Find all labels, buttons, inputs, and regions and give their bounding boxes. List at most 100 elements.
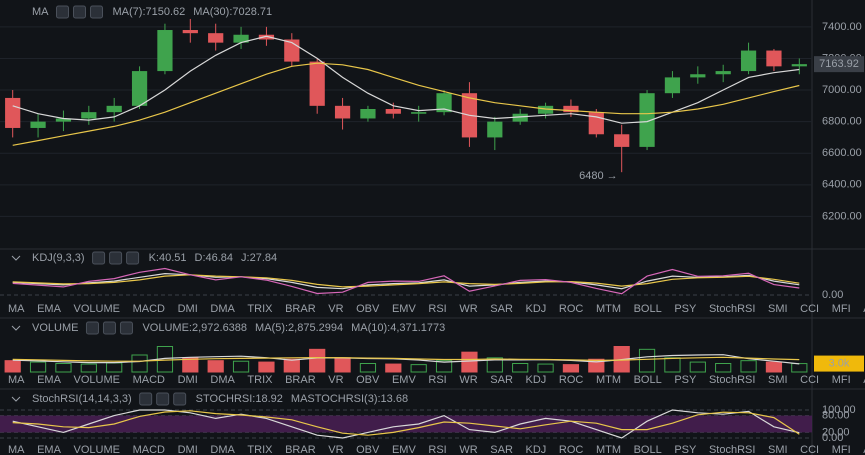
panel-title: KDJ(9,3,3) (32, 252, 85, 264)
header-icon[interactable] (156, 392, 170, 406)
indicator-tab[interactable]: MA (8, 444, 25, 455)
indicator-tab[interactable]: ATR (863, 303, 865, 315)
header-icon[interactable] (56, 5, 69, 19)
indicator-tab[interactable]: DMA (210, 374, 235, 386)
indicator-tab[interactable]: MA (8, 374, 25, 386)
candle-body (385, 108, 401, 114)
indicator-tab[interactable]: BOLL (634, 374, 662, 386)
indicator-tab[interactable]: BOLL (634, 303, 662, 315)
candle-body (639, 93, 655, 147)
indicator-tab[interactable]: DMA (210, 444, 235, 455)
indicator-tab[interactable]: CCI (800, 374, 819, 386)
indicator-tab[interactable]: MTM (596, 303, 621, 315)
price-badge (814, 56, 864, 73)
indicator-tab[interactable]: MA (8, 303, 25, 315)
indicator-tab[interactable]: SMI (768, 374, 788, 386)
indicator-tab[interactable]: PSY (674, 374, 697, 386)
indicator-tab[interactable]: KDJ (526, 444, 547, 455)
indicator-tab[interactable]: BRAR (285, 303, 316, 315)
indicator-tab[interactable]: PSY (674, 444, 697, 455)
indicator-tab[interactable]: WR (459, 444, 477, 455)
indicator-tab[interactable]: MACD (133, 374, 165, 386)
indicator-tab[interactable]: RSI (428, 303, 446, 315)
indicator-tab[interactable]: SAR (490, 303, 513, 315)
y-tick-label: 7000.00 (822, 84, 862, 96)
indicator-tab[interactable]: EMV (392, 303, 417, 315)
legend-entry: MA(5):2,875.2994 (255, 322, 343, 334)
header-icon[interactable] (73, 5, 86, 19)
indicator-tab[interactable]: KDJ (526, 303, 547, 315)
y-tick-label: 80.00 (822, 410, 850, 422)
indicator-tab[interactable]: DMI (178, 303, 198, 315)
indicator-line (12, 356, 800, 362)
header-icon[interactable] (109, 251, 123, 265)
indicator-tab[interactable]: BRAR (285, 444, 316, 455)
indicator-tab[interactable]: BRAR (285, 374, 316, 386)
indicator-tab[interactable]: TRIX (247, 444, 273, 455)
header-icon[interactable] (173, 392, 187, 406)
indicator-tab[interactable]: MTM (596, 374, 621, 386)
indicator-tab[interactable]: EMA (37, 303, 62, 315)
indicator-tab[interactable]: TRIX (247, 303, 273, 315)
volume-bar (486, 357, 503, 373)
indicator-tab[interactable]: ROC (559, 303, 584, 315)
indicator-tab[interactable]: VOLUME (74, 444, 120, 455)
indicator-tab[interactable]: ATR (863, 444, 865, 455)
indicator-tab[interactable]: MTM (596, 444, 621, 455)
indicator-tab[interactable]: VOLUME (74, 303, 120, 315)
indicator-tab[interactable]: CCI (800, 303, 819, 315)
indicator-tab[interactable]: ATR (863, 374, 865, 386)
indicator-tab[interactable]: RSI (428, 374, 446, 386)
header-icon[interactable] (90, 5, 103, 19)
header-icon[interactable] (139, 392, 153, 406)
indicator-tab[interactable]: StochRSI (709, 374, 755, 386)
indicator-tab[interactable]: OBV (356, 444, 380, 455)
indicator-tab[interactable]: SMI (768, 303, 788, 315)
header-icon[interactable] (119, 321, 133, 335)
indicator-tab[interactable]: VOLUME (74, 374, 120, 386)
indicator-tab[interactable]: MFI (832, 444, 851, 455)
indicator-tab[interactable]: DMA (210, 303, 235, 315)
indicator-tab[interactable]: KDJ (526, 374, 547, 386)
volume-bar (283, 358, 300, 373)
header-icon[interactable] (126, 251, 140, 265)
indicator-tab[interactable]: EMV (392, 444, 417, 455)
indicator-tab[interactable]: DMI (178, 444, 198, 455)
indicator-tab[interactable]: StochRSI (709, 303, 755, 315)
indicator-tab[interactable]: MACD (133, 444, 165, 455)
indicator-tab[interactable]: ROC (559, 444, 584, 455)
indicator-tab[interactable]: SAR (490, 374, 513, 386)
indicator-tab[interactable]: CCI (800, 444, 819, 455)
indicator-tab[interactable]: BOLL (634, 444, 662, 455)
indicator-tab[interactable]: ROC (559, 374, 584, 386)
indicator-tab[interactable]: EMV (392, 374, 417, 386)
indicator-tab[interactable]: WR (459, 374, 477, 386)
indicator-tab[interactable]: OBV (356, 374, 380, 386)
header-icon[interactable] (92, 251, 106, 265)
header-icon[interactable] (85, 321, 99, 335)
indicator-tab[interactable]: StochRSI (709, 444, 755, 455)
indicator-tab[interactable]: SAR (490, 444, 513, 455)
collapse-chevron[interactable] (11, 396, 21, 402)
collapse-chevron[interactable] (11, 255, 21, 261)
header-icon[interactable] (102, 321, 116, 335)
indicator-tab[interactable]: MFI (832, 303, 851, 315)
indicator-tab[interactable]: EMA (37, 444, 62, 455)
indicator-tab[interactable]: RSI (428, 444, 446, 455)
candle-body (157, 30, 173, 72)
collapse-chevron[interactable] (11, 325, 21, 331)
indicator-tab[interactable]: MACD (133, 303, 165, 315)
indicator-tab[interactable]: MFI (832, 374, 851, 386)
indicator-tab[interactable]: SMI (768, 444, 788, 455)
indicator-tab[interactable]: VR (328, 444, 343, 455)
volume-bar (588, 358, 605, 373)
indicator-tab[interactable]: VR (328, 303, 343, 315)
indicator-tab[interactable]: VR (328, 374, 343, 386)
indicator-tab[interactable]: WR (459, 303, 477, 315)
indicator-tab[interactable]: OBV (356, 303, 380, 315)
indicator-tab[interactable]: DMI (178, 374, 198, 386)
indicator-tab[interactable]: EMA (37, 374, 62, 386)
indicator-tab[interactable]: TRIX (247, 374, 273, 386)
candle-body (5, 97, 21, 128)
indicator-tab[interactable]: PSY (674, 303, 697, 315)
